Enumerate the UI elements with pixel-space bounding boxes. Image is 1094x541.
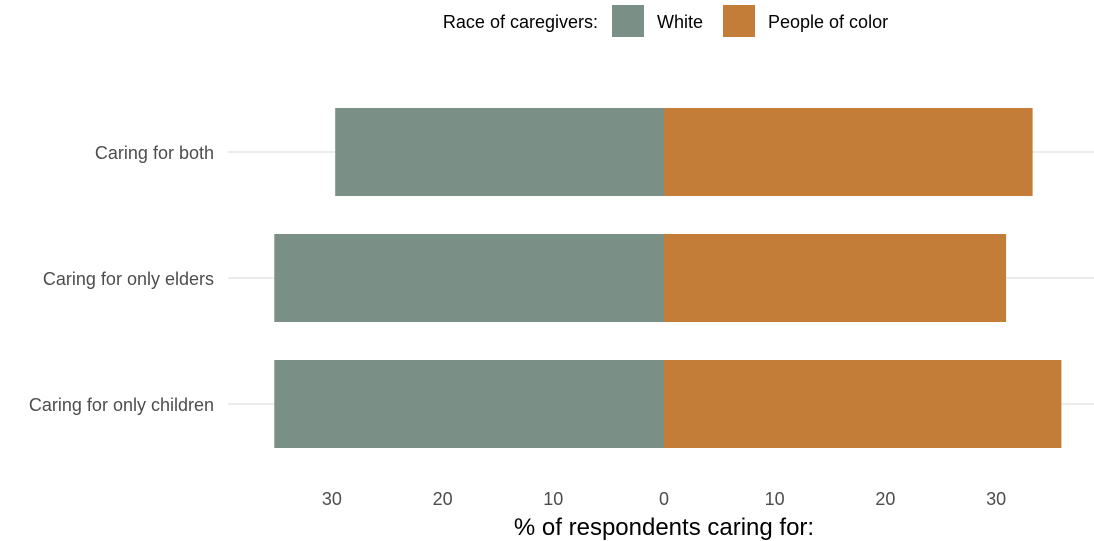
category-labels: Caring for both Caring for only elders Car… — [29, 143, 214, 415]
bars — [274, 108, 1062, 448]
x-tick-labels: 30 20 10 0 10 20 30 — [322, 489, 1006, 509]
category-label-1: Caring for both — [95, 143, 214, 163]
bar-people-of-color-3 — [664, 360, 1062, 448]
legend-label-white: White — [657, 12, 703, 32]
bar-people-of-color-2 — [664, 234, 1007, 322]
legend-swatch-people-of-color — [723, 5, 755, 37]
x-tick-label: 20 — [433, 489, 453, 509]
legend-title: Race of caregivers: — [443, 12, 598, 32]
x-tick-label: 0 — [659, 489, 669, 509]
category-label-3: Caring for only children — [29, 395, 214, 415]
x-tick-label: 10 — [543, 489, 563, 509]
x-tick-label: 20 — [875, 489, 895, 509]
legend-swatch-white — [612, 5, 644, 37]
bar-white-3 — [274, 360, 664, 448]
bar-people-of-color-1 — [664, 108, 1033, 196]
x-axis-title: % of respondents caring for: — [514, 514, 814, 541]
bar-white-1 — [335, 108, 664, 196]
x-tick-label: 10 — [765, 489, 785, 509]
x-tick-label: 30 — [986, 489, 1006, 509]
x-tick-label: 30 — [322, 489, 342, 509]
legend: Race of caregivers: White People of color — [443, 5, 888, 37]
category-label-2: Caring for only elders — [43, 269, 214, 289]
bar-white-2 — [274, 234, 664, 322]
legend-label-people-of-color: People of color — [768, 12, 888, 32]
